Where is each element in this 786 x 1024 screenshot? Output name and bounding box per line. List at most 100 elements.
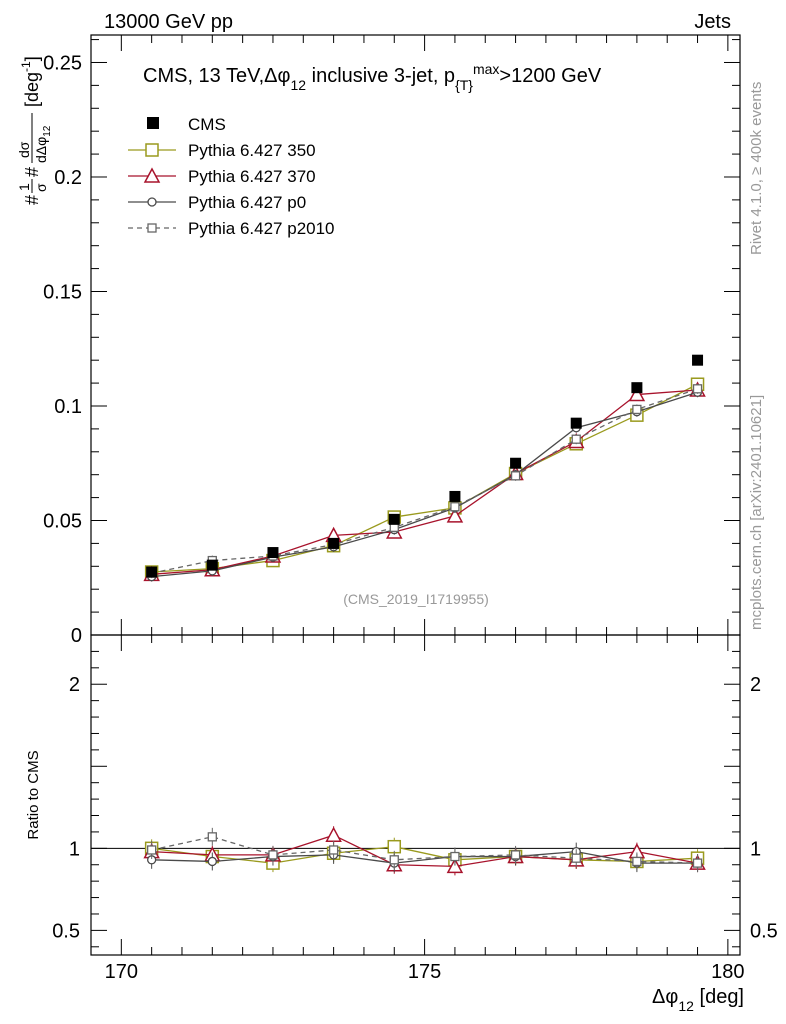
ylabel-den1: σ — [33, 183, 49, 192]
y-tick-label-top: 0.1 — [54, 396, 82, 418]
legend: CMS Pythia 6.427 350 Pythia 6.427 370 Py… — [128, 115, 335, 238]
ratio-point-370 — [325, 826, 342, 842]
y-tick-label-ratio-right: 1 — [750, 838, 761, 860]
xlabel-unit: [deg] — [694, 986, 744, 1008]
y-tick-label-ratio-left: 2 — [69, 674, 80, 696]
legend-marker-cms — [147, 117, 159, 129]
point-p2010 — [571, 434, 581, 444]
data-point-cms — [631, 382, 643, 394]
legend-label-p0: Pythia 6.427 p0 — [188, 193, 306, 212]
ylabel-unit-main: [deg — [22, 72, 42, 107]
data-point-cms — [570, 417, 582, 429]
ylabel-den2: dΔφ12 — [33, 125, 53, 163]
title-part-c: >1200 GeV — [499, 65, 601, 87]
data-point-cms — [146, 566, 158, 578]
analysis-watermark: (CMS_2019_I1719955) — [343, 591, 489, 607]
y-axis-label-top: # 1 σ # dσ dΔφ12 [deg-1] — [16, 56, 53, 205]
point-370 — [628, 385, 646, 402]
ratio-series — [143, 826, 706, 876]
ylabel-den2-sub: 12 — [42, 125, 53, 137]
ratio-line-p0 — [151, 850, 698, 864]
legend-label-cms: CMS — [188, 115, 226, 134]
x-tick-label: 175 — [408, 961, 441, 983]
legend-marker-350 — [145, 143, 159, 157]
ylabel-den2-main: dΔφ — [33, 137, 49, 163]
ratio-point-p0 — [207, 856, 217, 867]
series-line-p2010 — [151, 388, 698, 574]
series-line-p0 — [151, 391, 698, 578]
ratio-point-p2010 — [207, 832, 217, 842]
ylabel-unit: [deg-1] — [19, 56, 42, 107]
legend-marker-370 — [143, 167, 161, 183]
top-series — [143, 354, 706, 582]
ratio-point-p2010 — [450, 851, 460, 862]
ratio-point-p2010 — [692, 858, 703, 868]
legend-marker-p2010 — [147, 223, 157, 233]
mcplots-reference-text: mcplots.cern.ch [arXiv:2401.10621] — [748, 395, 765, 630]
x-tick-label: 170 — [105, 961, 138, 983]
ratio-point-p2010 — [632, 856, 642, 867]
ratio-point-p2010 — [268, 850, 278, 860]
y-tick-label-top: 0.05 — [43, 510, 82, 532]
y-tick-label-top: 0.25 — [43, 52, 82, 74]
data-point-cms — [388, 513, 400, 525]
data-point-cms — [328, 537, 340, 549]
title-part-b-sub: {T} — [455, 77, 473, 93]
ratio-axis-ticks: 170 175 180 0.5 0.5 1 1 2 2 — [52, 619, 778, 983]
ratio-point-p2010 — [389, 855, 399, 865]
ratio-point-p2010 — [147, 845, 157, 855]
title-part-b-sup: max — [473, 61, 499, 77]
x-axis-label: Δφ12 [deg] — [652, 986, 744, 1014]
point-p2010 — [510, 471, 521, 481]
y-tick-label-top: 0.15 — [43, 281, 82, 303]
title-part-b: inclusive 3-jet, p — [306, 65, 455, 87]
point-p2010 — [632, 404, 642, 415]
ylabel-num1: 1 — [16, 183, 32, 191]
series-line-370 — [151, 389, 698, 575]
ratio-line-370 — [151, 834, 698, 868]
title-part-a: CMS, 13 TeV,Δφ — [143, 65, 291, 87]
point-p2010 — [450, 502, 460, 512]
y-tick-label-top: 0.2 — [54, 167, 82, 189]
chart-title: CMS, 13 TeV,Δφ12 inclusive 3-jet, p{T}ma… — [143, 61, 602, 93]
data-point-cms — [206, 559, 218, 571]
ratio-point-p2010 — [510, 850, 521, 860]
ratio-point-p2010 — [328, 845, 339, 855]
xlabel-sub: 12 — [678, 998, 694, 1014]
x-tick-label: 180 — [711, 961, 744, 983]
rivet-version-text: Rivet 4.1.0, ≥ 400k events — [748, 82, 765, 255]
ylabel-unit-sup: -1 — [19, 61, 33, 72]
xlabel-main: Δφ — [652, 986, 678, 1008]
data-point-cms — [267, 547, 279, 559]
legend-label-370: Pythia 6.427 370 — [188, 167, 316, 186]
ylabel-hash2: # — [22, 167, 42, 177]
legend-label-p2010: Pythia 6.427 p2010 — [188, 219, 335, 238]
ratio-line-p2010 — [151, 836, 698, 864]
ratio-point-p2010 — [571, 853, 581, 863]
ratio-line-350 — [151, 846, 698, 864]
data-point-cms — [449, 490, 461, 502]
y-tick-label-top: 0 — [71, 625, 82, 647]
y-tick-label-ratio-right: 2 — [750, 674, 761, 696]
ylabel-hash1: # — [22, 195, 42, 205]
y-tick-label-ratio-left: 0.5 — [52, 920, 80, 942]
series-line-350 — [151, 383, 698, 573]
title-part-a-sub: 12 — [291, 77, 307, 93]
y-tick-label-ratio-right: 0.5 — [750, 920, 778, 942]
ylabel-unit-end: ] — [22, 56, 42, 61]
legend-marker-p0 — [147, 197, 157, 207]
data-point-cms — [692, 354, 704, 366]
legend-label-350: Pythia 6.427 350 — [188, 141, 316, 160]
y-axis-label-ratio: Ratio to CMS — [25, 750, 42, 839]
ratio-point-370 — [446, 857, 464, 874]
point-p2010 — [692, 384, 703, 394]
ratio-panel-frame — [90, 634, 741, 956]
data-point-cms — [510, 457, 522, 469]
y-tick-label-ratio-left: 1 — [69, 838, 80, 860]
header-right: Jets — [694, 11, 731, 33]
top-axis-ticks: 0 0.05 0.1 0.15 0.2 0.25 — [43, 35, 740, 647]
ylabel-num2: dσ — [16, 141, 32, 158]
header-left: 13000 GeV pp — [104, 11, 233, 33]
point-370 — [446, 507, 464, 523]
